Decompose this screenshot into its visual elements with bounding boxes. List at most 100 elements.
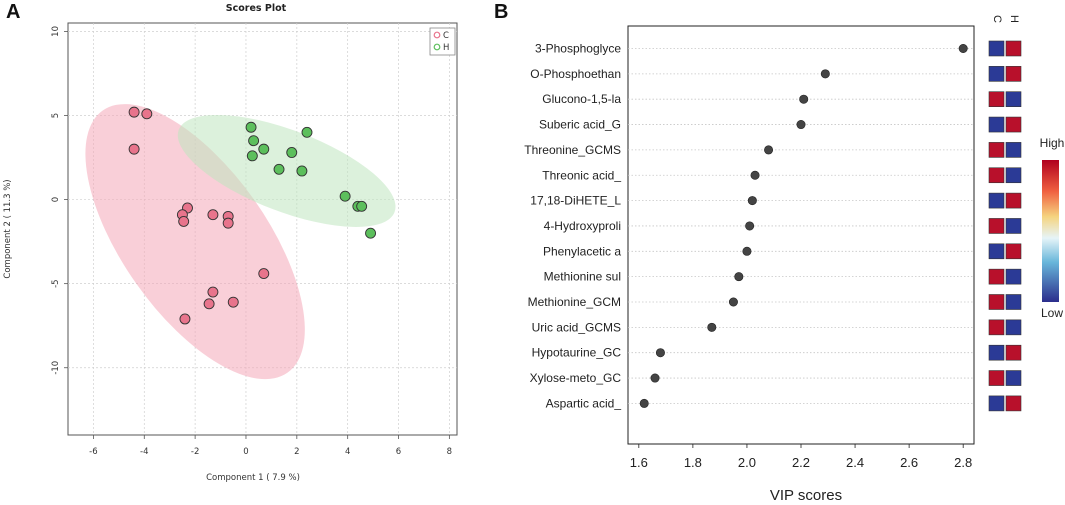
score-point-h <box>286 147 298 158</box>
heat-cell-h <box>1005 218 1022 234</box>
vip-heatmap <box>988 40 1022 412</box>
y-tick-label: -5 <box>51 279 61 287</box>
heat-cell-c <box>988 167 1005 184</box>
vip-score-point <box>958 43 968 53</box>
vip-x-label: VIP scores <box>770 487 842 504</box>
x-tick-label: 8 <box>447 447 452 457</box>
heat-cell-h <box>1005 167 1022 184</box>
scores-plot: -6 -4 -2 0 2 4 6 8 -10 -5 0 5 10 Component 1 ( 7.9 … <box>3 22 458 483</box>
score-point-c <box>141 108 153 120</box>
score-point-c <box>227 296 239 308</box>
y-tick-label: 0 <box>51 197 61 202</box>
vip-x-tick-label: 2.6 <box>900 455 918 470</box>
confidence-ellipse-c <box>85 104 305 380</box>
score-point-h <box>301 126 313 138</box>
vip-score-point <box>764 145 774 155</box>
heat-legend-high: High <box>1040 136 1065 150</box>
vip-score-point <box>639 398 649 408</box>
vip-score-point <box>799 94 809 104</box>
vip-score-point <box>742 246 752 256</box>
heat-cell-h <box>1005 268 1022 285</box>
x-tick-label: 0 <box>243 447 248 457</box>
scores-plot-x-ticks: -6 -4 -2 0 2 4 6 8 <box>89 435 452 457</box>
vip-x-tick-label: 2.0 <box>738 455 756 470</box>
legend-marker-h <box>433 43 441 51</box>
scores-plot-x-label: Component 1 ( 7.9 %) <box>206 473 300 483</box>
vip-metabolite-label: Methionine sul <box>544 270 621 284</box>
score-point-c <box>203 298 215 310</box>
vip-x-tick-label: 2.4 <box>846 455 864 470</box>
heat-cell-c <box>988 395 1005 412</box>
score-point-h <box>339 190 351 202</box>
x-tick-label: -2 <box>191 447 199 457</box>
y-tick-label: 10 <box>51 26 61 37</box>
vip-score-point <box>707 322 717 332</box>
x-tick-label: -6 <box>89 447 97 457</box>
scores-plot-y-label: Component 2 ( 11.3 %) <box>3 179 13 278</box>
heat-cell-c <box>988 142 1005 158</box>
heat-cell-h <box>1005 192 1022 209</box>
heat-cell-h <box>1005 319 1022 336</box>
score-point-h <box>258 143 270 155</box>
vip-score-point <box>655 348 665 358</box>
scores-plot-points <box>128 106 377 325</box>
vip-metabolite-label: Phenylacetic a <box>543 244 621 258</box>
x-tick-label: -4 <box>140 447 148 457</box>
vip-score-point <box>820 69 830 79</box>
vip-metabolite-label: Methionine_GCM <box>528 295 621 309</box>
vip-score-point <box>650 373 660 383</box>
x-tick-label: 2 <box>294 447 299 457</box>
score-point-h <box>248 135 260 147</box>
heat-cell-c <box>988 218 1005 234</box>
score-point-c <box>258 268 270 280</box>
heat-cell-c <box>988 192 1005 209</box>
heat-cell-c <box>988 91 1005 107</box>
legend-box <box>429 27 456 56</box>
heat-cell-h <box>1005 344 1022 361</box>
heat-legend-low: Low <box>1041 306 1063 320</box>
heat-cell-c <box>988 344 1005 361</box>
vip-plot: 3-Phosphoglyce O-Phosphoethan Glucono-1,5-… <box>524 15 1064 504</box>
y-tick-label: 5 <box>51 113 61 118</box>
score-point-c <box>178 215 190 227</box>
x-tick-label: 4 <box>345 447 350 457</box>
vip-metabolite-label: Uric acid_GCMS <box>532 320 621 334</box>
vip-x-tick-label: 2.2 <box>792 455 810 470</box>
panel-b-letter: B <box>494 1 508 23</box>
vip-metabolite-label: 3-Phosphoglyce <box>535 42 621 56</box>
score-point-c <box>179 313 191 325</box>
x-tick-label: 6 <box>396 447 401 457</box>
heat-cell-h <box>1005 243 1022 260</box>
scores-plot-title: Scores Plot <box>226 3 287 14</box>
heatmap-column-h: H <box>1008 15 1020 23</box>
score-point-h <box>245 121 257 133</box>
score-point-c <box>207 286 219 298</box>
score-point-c <box>128 143 140 155</box>
heat-cell-h <box>1005 294 1022 310</box>
vip-metabolite-label: Threonic acid_ <box>542 168 621 182</box>
legend-label-h: H <box>443 43 449 53</box>
heat-cell-h <box>1005 40 1022 57</box>
vip-rows: 3-Phosphoglyce O-Phosphoethan Glucono-1,5-… <box>524 42 974 410</box>
heat-cell-c <box>988 66 1005 82</box>
heat-legend-colorbar <box>1042 160 1059 302</box>
vip-metabolite-label: Xylose-meto_GC <box>530 371 622 385</box>
vip-score-point <box>745 221 755 231</box>
heat-cell-c <box>988 319 1005 336</box>
scores-plot-y-ticks: -10 -5 0 5 10 <box>51 26 68 375</box>
vip-plot-frame <box>627 25 975 445</box>
heat-cell-c <box>988 268 1005 285</box>
vip-x-tick-label: 1.8 <box>684 455 702 470</box>
vip-x-tick-label: 2.8 <box>954 455 972 470</box>
vip-score-point <box>750 170 760 180</box>
heat-cell-h <box>1005 91 1022 107</box>
vip-score-point <box>796 120 806 130</box>
score-point-h <box>296 165 308 177</box>
heatmap-column-c: C <box>991 15 1003 23</box>
legend-label-c: C <box>443 31 449 41</box>
score-point-h <box>365 227 377 239</box>
legend-marker-c <box>433 31 441 39</box>
vip-x-ticks: 1.6 1.8 2.0 2.2 2.4 2.6 2.8 <box>630 444 972 470</box>
vip-metabolite-label: O-Phosphoethan <box>530 67 621 81</box>
